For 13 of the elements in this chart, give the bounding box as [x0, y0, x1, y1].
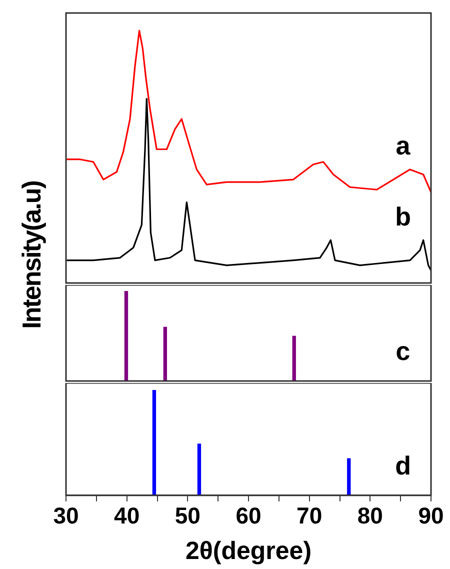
x-tick-label: 40 [114, 502, 140, 529]
y-axis-title: Intensity(a.u) [16, 181, 48, 329]
text: c [396, 336, 410, 366]
x-tick-label: 90 [418, 502, 444, 529]
x-tick-label: 80 [357, 502, 383, 529]
x-axis-title: 2θ(degree) [185, 536, 312, 565]
x-tick-label: 70 [296, 502, 322, 529]
x-tick-label: 30 [53, 502, 79, 529]
series-label: d [395, 450, 411, 481]
x-tick-label: 60 [236, 502, 262, 529]
x-tick-label: 50 [174, 502, 200, 529]
series-label: b [395, 201, 411, 232]
series-label: a [396, 130, 411, 161]
